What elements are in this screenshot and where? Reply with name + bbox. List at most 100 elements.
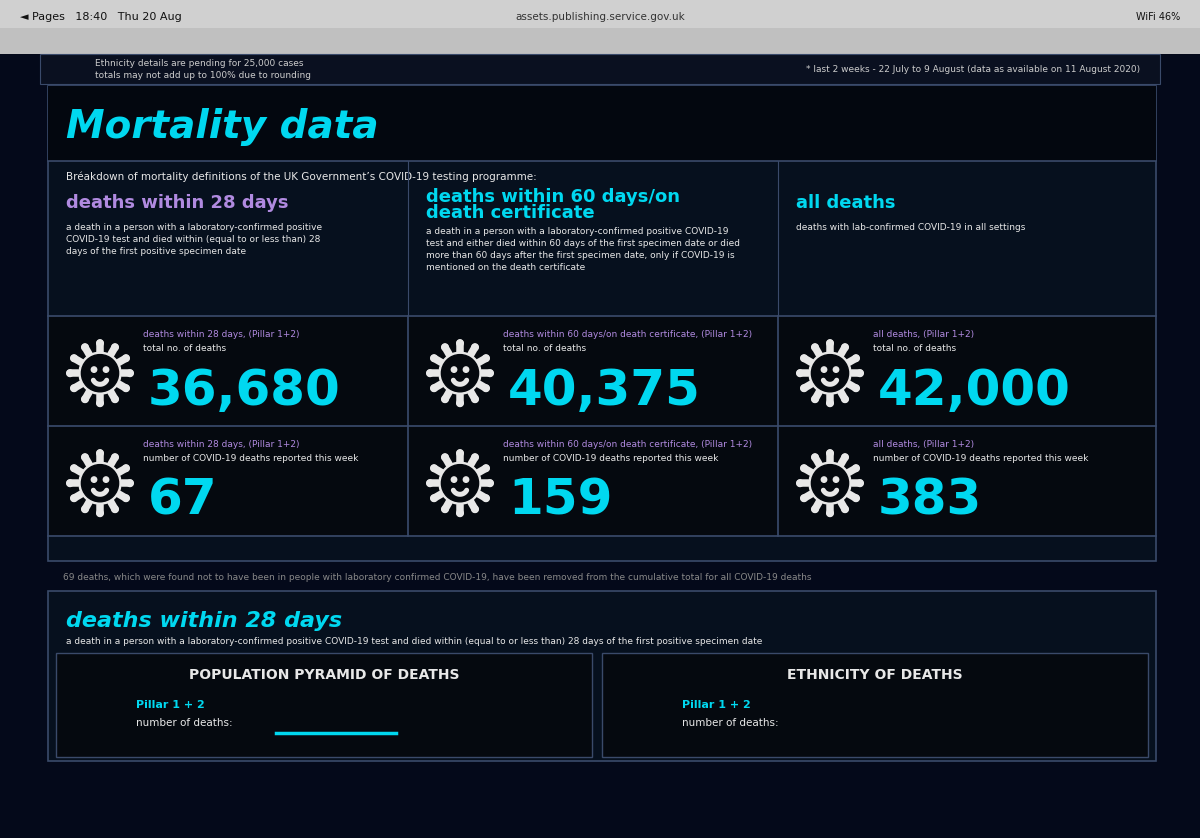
Circle shape xyxy=(97,510,103,516)
Circle shape xyxy=(112,454,119,461)
Bar xyxy=(48,591,1156,761)
Circle shape xyxy=(853,355,859,361)
Circle shape xyxy=(82,506,89,513)
Text: total no. of deaths: total no. of deaths xyxy=(503,344,586,353)
Text: ◄ Pages   18:40   Thu 20 Aug: ◄ Pages 18:40 Thu 20 Aug xyxy=(20,12,181,22)
Circle shape xyxy=(841,396,848,402)
Circle shape xyxy=(472,344,479,350)
Circle shape xyxy=(442,464,479,502)
Bar xyxy=(48,317,408,426)
Circle shape xyxy=(811,464,848,502)
Circle shape xyxy=(457,400,463,406)
Bar xyxy=(408,427,778,535)
Text: total no. of deaths: total no. of deaths xyxy=(874,344,956,353)
Circle shape xyxy=(811,354,848,392)
Circle shape xyxy=(457,510,463,516)
Circle shape xyxy=(482,465,490,472)
Circle shape xyxy=(71,355,77,361)
Circle shape xyxy=(821,477,827,483)
Circle shape xyxy=(811,454,818,461)
Circle shape xyxy=(442,344,449,350)
Circle shape xyxy=(463,477,469,483)
Circle shape xyxy=(457,450,463,457)
Circle shape xyxy=(103,477,109,483)
Circle shape xyxy=(833,477,839,483)
Circle shape xyxy=(439,463,481,504)
Text: a death in a person with a laboratory-confirmed positive COVID-19: a death in a person with a laboratory-co… xyxy=(426,226,728,235)
Text: 40,375: 40,375 xyxy=(508,367,701,415)
Circle shape xyxy=(82,396,89,402)
Circle shape xyxy=(97,400,103,406)
Text: Pillar 1 + 2: Pillar 1 + 2 xyxy=(136,700,205,710)
Circle shape xyxy=(439,352,481,394)
Circle shape xyxy=(442,454,449,461)
Circle shape xyxy=(853,465,859,472)
Text: deaths within 28 days: deaths within 28 days xyxy=(66,194,288,212)
Circle shape xyxy=(112,396,119,402)
Circle shape xyxy=(797,480,803,487)
Circle shape xyxy=(457,340,463,346)
Bar xyxy=(40,54,1160,84)
Bar xyxy=(48,86,1156,161)
Bar xyxy=(408,317,778,426)
Circle shape xyxy=(67,480,73,487)
Text: COVID-19 test and died within (equal to or less than) 28: COVID-19 test and died within (equal to … xyxy=(66,235,320,244)
Circle shape xyxy=(827,340,833,346)
Circle shape xyxy=(841,344,848,350)
Circle shape xyxy=(487,480,493,487)
Circle shape xyxy=(800,495,808,501)
Text: totals may not add up to 100% due to rounding: totals may not add up to 100% due to rou… xyxy=(95,71,311,80)
Text: POPULATION PYRAMID OF DEATHS: POPULATION PYRAMID OF DEATHS xyxy=(188,668,460,682)
Text: Ethnicity details are pending for 25,000 cases: Ethnicity details are pending for 25,000… xyxy=(95,59,304,69)
Circle shape xyxy=(112,506,119,513)
Text: all deaths: all deaths xyxy=(796,194,895,212)
Bar xyxy=(779,317,1156,426)
Circle shape xyxy=(809,463,851,504)
Circle shape xyxy=(482,385,490,391)
Text: Mortality data: Mortality data xyxy=(66,108,379,147)
Circle shape xyxy=(442,354,479,392)
Text: a death in a person with a laboratory-confirmed positive COVID-19 test and died : a death in a person with a laboratory-co… xyxy=(66,637,762,645)
Circle shape xyxy=(482,495,490,501)
Circle shape xyxy=(122,355,130,361)
Circle shape xyxy=(127,480,133,487)
Text: test and either died within 60 days of the first specimen date or died: test and either died within 60 days of t… xyxy=(426,239,740,247)
Circle shape xyxy=(451,367,457,372)
Circle shape xyxy=(82,354,119,392)
Circle shape xyxy=(809,352,851,394)
Circle shape xyxy=(71,385,77,391)
Text: death certificate: death certificate xyxy=(426,204,595,222)
Circle shape xyxy=(122,495,130,501)
Circle shape xyxy=(82,344,89,350)
Circle shape xyxy=(853,385,859,391)
Text: deaths within 28 days: deaths within 28 days xyxy=(66,611,342,631)
Circle shape xyxy=(857,480,863,487)
Circle shape xyxy=(112,344,119,350)
Bar xyxy=(48,86,1156,561)
Circle shape xyxy=(97,340,103,346)
Circle shape xyxy=(431,495,437,501)
Text: mentioned on the death certificate: mentioned on the death certificate xyxy=(426,262,586,272)
Bar xyxy=(0,28,1200,54)
Text: deaths within 28 days, (Pillar 1+2): deaths within 28 days, (Pillar 1+2) xyxy=(143,439,300,448)
Circle shape xyxy=(82,454,89,461)
Circle shape xyxy=(79,463,121,504)
Text: number of COVID-19 deaths reported this week: number of COVID-19 deaths reported this … xyxy=(503,453,719,463)
Text: 67: 67 xyxy=(148,477,217,525)
Circle shape xyxy=(463,367,469,372)
Text: number of deaths:: number of deaths: xyxy=(136,718,233,728)
Circle shape xyxy=(427,480,433,487)
Text: number of COVID-19 deaths reported this week: number of COVID-19 deaths reported this … xyxy=(143,453,359,463)
Circle shape xyxy=(821,367,827,372)
Circle shape xyxy=(827,450,833,457)
Circle shape xyxy=(431,385,437,391)
Text: 36,680: 36,680 xyxy=(148,367,341,415)
Text: 42,000: 42,000 xyxy=(878,367,1070,415)
Circle shape xyxy=(82,464,119,502)
Text: more than 60 days after the first specimen date, only if COVID-19 is: more than 60 days after the first specim… xyxy=(426,251,734,260)
Text: ETHNICITY OF DEATHS: ETHNICITY OF DEATHS xyxy=(787,668,962,682)
Circle shape xyxy=(811,506,818,513)
Text: total no. of deaths: total no. of deaths xyxy=(143,344,226,353)
Circle shape xyxy=(442,506,449,513)
Text: all deaths, (Pillar 1+2): all deaths, (Pillar 1+2) xyxy=(874,329,974,339)
